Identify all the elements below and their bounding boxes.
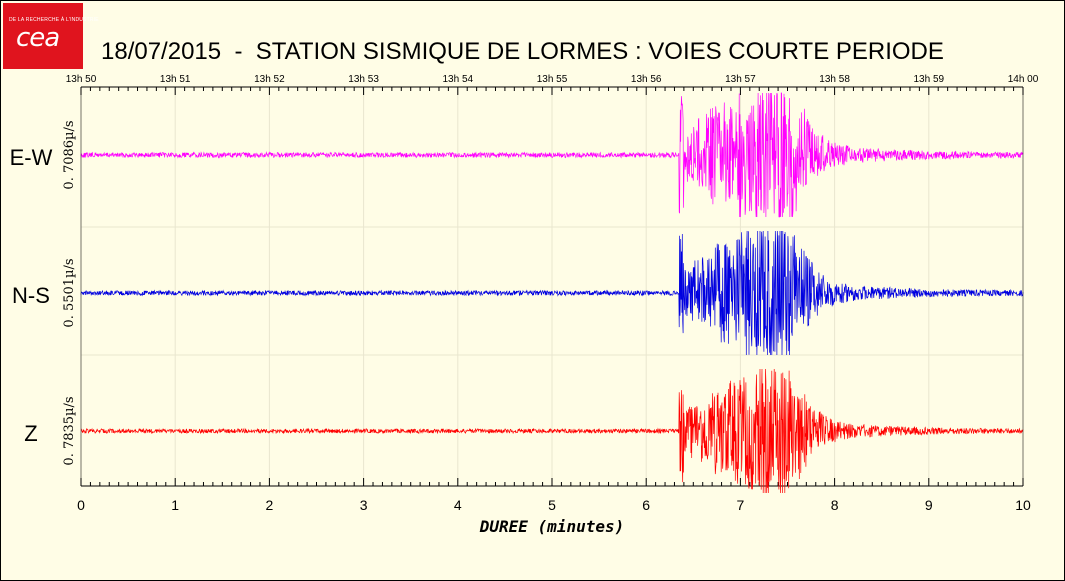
- x-axis-tick-label: 10: [1015, 497, 1031, 513]
- channel-scale-label: 0. 7835µ/s: [62, 396, 77, 465]
- logo-text: cea: [16, 23, 60, 53]
- seismogram-trace: [80, 368, 1024, 494]
- top-axis-tick-label: 13h 58: [819, 74, 850, 85]
- top-axis-tick-label: 13h 53: [348, 74, 379, 85]
- channel-label: Z: [24, 421, 37, 446]
- top-axis-tick-label: 13h 50: [66, 74, 97, 85]
- top-axis-tick-label: 13h 54: [443, 74, 474, 85]
- channel-label: N-S: [12, 283, 50, 308]
- top-axis-tick-label: 14h 00: [1008, 74, 1039, 85]
- x-axis-label: DUREE (minutes): [479, 517, 625, 536]
- channel-scale-label: 0. 5501µ/s: [62, 258, 77, 327]
- top-axis-tick-label: 13h 56: [631, 74, 662, 85]
- x-axis-tick-label: 2: [266, 497, 274, 513]
- channel-scale-label: 0. 7086µ/s: [62, 120, 77, 189]
- top-axis-tick-label: 13h 55: [537, 74, 568, 85]
- seismogram-trace: [80, 230, 1024, 356]
- x-axis-tick-label: 1: [171, 497, 179, 513]
- top-axis-tick-label: 13h 57: [725, 74, 756, 85]
- logo-tagline: DE LA RECHERCHE À L'INDUSTRIE: [9, 17, 99, 23]
- x-axis-tick-label: 8: [831, 497, 839, 513]
- x-axis-tick-label: 0: [77, 497, 85, 513]
- channel-label: E-W: [10, 145, 53, 170]
- top-axis-tick-label: 13h 51: [160, 74, 191, 85]
- cea-logo: DE LA RECHERCHE À L'INDUSTRIE cea: [3, 3, 99, 69]
- x-axis-tick-label: 4: [454, 497, 462, 513]
- x-axis-tick-label: 6: [642, 497, 650, 513]
- seismogram-trace: [80, 92, 1024, 218]
- x-axis-tick-label: 7: [737, 497, 745, 513]
- x-axis-tick-label: 5: [548, 497, 556, 513]
- top-axis-tick-label: 13h 52: [254, 74, 285, 85]
- page-title: 18/07/2015 - STATION SISMIQUE DE LORMES …: [101, 38, 944, 65]
- x-axis-tick-label: 9: [925, 497, 933, 513]
- x-axis-tick-label: 3: [360, 497, 368, 513]
- top-axis-tick-label: 13h 59: [914, 74, 945, 85]
